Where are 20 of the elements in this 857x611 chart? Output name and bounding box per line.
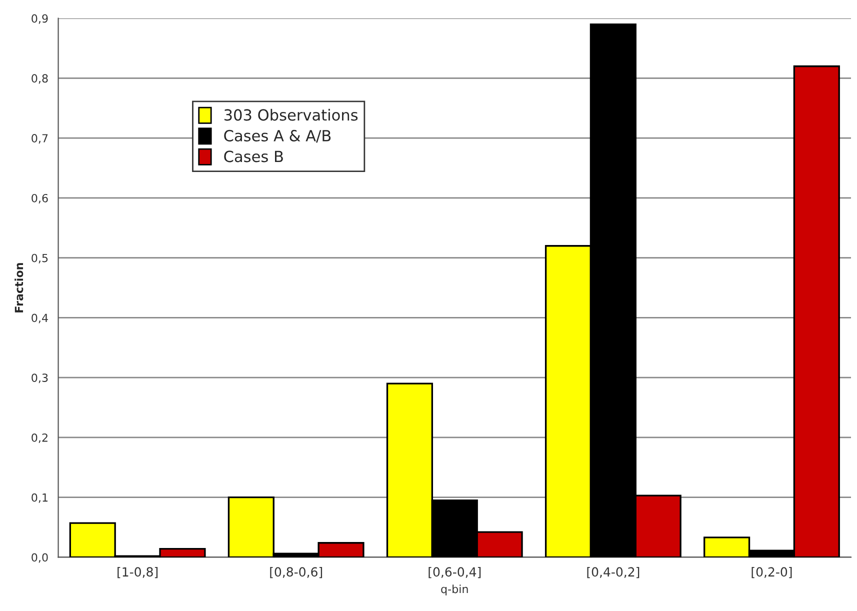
legend-label: Cases A & A/B (224, 130, 331, 143)
y-tick-label: 0,5 (32, 254, 48, 264)
x-tick-label: [0,8-0,6] (270, 566, 322, 578)
y-tick-label: 0,9 (32, 14, 48, 24)
y-tick-label: 0,2 (32, 433, 48, 443)
y-tick-label: 0,6 (32, 194, 48, 204)
y-tick-label: 0,4 (32, 314, 48, 324)
x-axis-title: q-bin (441, 584, 468, 596)
x-tick-label: [0,2-0] (752, 566, 792, 578)
y-axis-title: Fraction (14, 263, 24, 312)
x-tick-label: [0,6-0,4] (428, 566, 481, 578)
y-tick-label: 0,0 (32, 553, 48, 563)
y-tick-label: 0,8 (32, 74, 48, 84)
legend-label: Cases B (224, 150, 283, 162)
x-tick-label: [1-0,8] (118, 566, 158, 578)
legend-label: 303 Observations (224, 108, 358, 121)
y-tick-label: 0,3 (32, 374, 48, 384)
x-tick-label: [0,4-0,2] (587, 566, 640, 578)
y-tick-label: 0,7 (32, 134, 48, 144)
y-tick-label: 0,1 (32, 493, 48, 503)
